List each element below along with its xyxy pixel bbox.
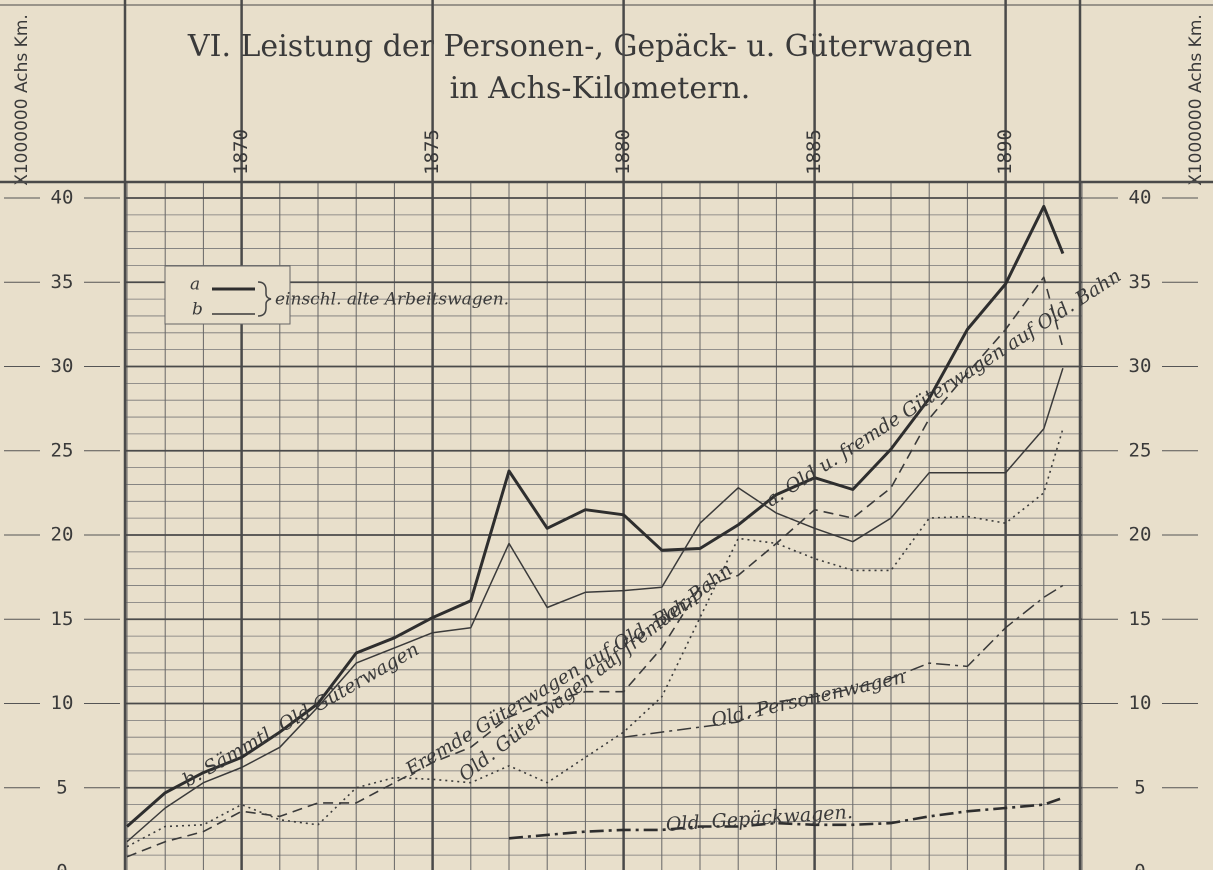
- series-line: [126, 367, 1064, 843]
- series-line: [126, 204, 1065, 828]
- chart-title: VI. Leistung der Personen-, Gepäck- u. G…: [187, 29, 972, 64]
- y-tick-label: 25: [51, 439, 74, 461]
- legend-brace: [257, 281, 272, 317]
- x-tick-label: 1890: [994, 129, 1016, 175]
- legend-a: a: [190, 275, 200, 295]
- y-tick-label: 20: [51, 524, 74, 546]
- y-tick-label-right: 30: [1129, 355, 1152, 377]
- series-line: [623, 584, 1064, 738]
- x-tick-label: 1870: [230, 129, 252, 175]
- y-tick-label-right: 35: [1129, 271, 1152, 293]
- y-tick-label-right: 0: [1134, 861, 1145, 870]
- x-tick-label: 1880: [612, 129, 634, 175]
- legend-box: [164, 265, 291, 325]
- y-tick-label-right: 15: [1129, 608, 1152, 630]
- y-tick-label: 0: [56, 861, 67, 870]
- y-tick-label-right: 40: [1129, 187, 1152, 209]
- legend-note: einschl. alte Arbeitswagen.: [275, 290, 509, 310]
- y-tick-label-right: 25: [1129, 439, 1152, 461]
- y-tick-label: 10: [51, 692, 74, 714]
- x-tick-label: 1875: [421, 129, 443, 175]
- legend: a b einschl. alte Arbeitswagen.: [164, 265, 509, 325]
- y-tick-label: 35: [51, 271, 74, 293]
- series-line: [508, 796, 1064, 840]
- y-tick-label: 30: [51, 355, 74, 377]
- y-tick-label-right: 5: [1134, 776, 1145, 798]
- legend-b: b: [192, 300, 203, 320]
- y-axis-label: X1000000 Achs Km.: [12, 14, 32, 186]
- y-tick-label: 5: [56, 776, 67, 798]
- chart-subtitle: in Achs-Kilometern.: [450, 71, 751, 106]
- x-tick-label: 1885: [803, 129, 825, 175]
- y-tick-label: 15: [51, 608, 74, 630]
- y-tick-label-right: 20: [1129, 524, 1152, 546]
- y-tick-label-right: 10: [1129, 692, 1152, 714]
- y-axis-label-right: X1000000 Achs Km.: [1186, 14, 1206, 186]
- y-tick-label: 40: [51, 187, 74, 209]
- series-line: [126, 276, 1064, 858]
